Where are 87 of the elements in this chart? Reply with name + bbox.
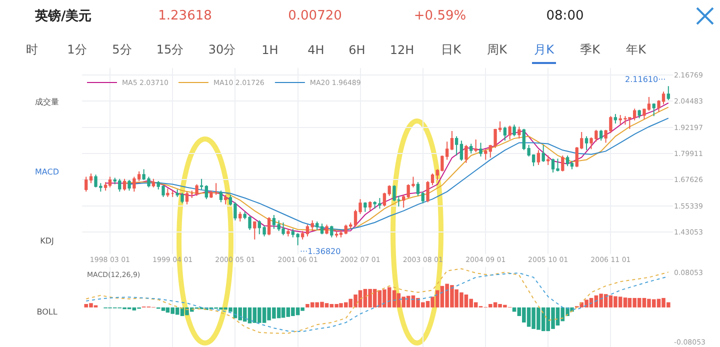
text: 年K	[626, 42, 646, 58]
text: 6H	[348, 43, 366, 57]
annotation: ···1.36820	[300, 247, 341, 256]
candlestick	[286, 228, 290, 237]
candlestick	[310, 220, 314, 232]
candlestick	[368, 200, 372, 212]
candlestick	[210, 190, 213, 199]
candlestick	[253, 220, 256, 240]
candlestick	[190, 190, 194, 199]
candlestick	[416, 182, 420, 196]
text: 季K	[580, 42, 600, 58]
candlestick	[566, 154, 570, 167]
candlestick	[382, 192, 386, 208]
chart-title: 英镑/美元	[35, 8, 92, 25]
text: 时	[26, 42, 38, 58]
text: 月K	[534, 42, 554, 58]
text: 0.00720	[288, 8, 342, 24]
candlestick	[152, 178, 156, 188]
candlestick	[402, 194, 406, 208]
candlestick	[518, 126, 521, 139]
text: 日K	[441, 42, 461, 58]
candlestick	[320, 223, 324, 235]
candlestick	[508, 125, 512, 140]
candlestick	[614, 113, 618, 124]
candlestick	[84, 176, 88, 192]
candlestick	[421, 191, 424, 204]
candlestick	[166, 188, 170, 198]
candlestick	[561, 154, 564, 172]
candlestick	[316, 220, 319, 230]
candlestick	[460, 140, 464, 162]
text: 15分	[156, 42, 184, 58]
text: 周K	[487, 42, 507, 58]
candlestick	[512, 124, 516, 137]
candlestick	[339, 229, 343, 238]
candlestick	[300, 230, 304, 240]
candlestick	[454, 136, 458, 156]
candlestick	[503, 126, 507, 142]
candlestick	[282, 222, 285, 236]
text: 5分	[112, 42, 132, 58]
text: BOLL	[36, 308, 58, 316]
candlestick	[542, 144, 545, 162]
candlestick	[224, 194, 228, 205]
text: 1.23618	[158, 8, 212, 24]
candlestick	[484, 148, 488, 160]
candlestick	[330, 225, 334, 238]
candlestick	[200, 178, 204, 190]
text: 成交量	[35, 96, 59, 108]
candlestick	[272, 214, 276, 230]
text: +0.59%	[414, 8, 466, 24]
candlestick	[470, 143, 473, 154]
annotation: 2.11610···	[625, 75, 666, 84]
candlestick	[89, 173, 93, 184]
text: 08:00	[546, 8, 584, 24]
candlestick	[450, 130, 454, 151]
candlestick	[267, 216, 271, 236]
candlestick	[325, 224, 328, 235]
candlestick	[464, 144, 468, 164]
text: 1分	[67, 42, 87, 58]
text: KDJ	[40, 236, 54, 246]
candlestick	[204, 184, 208, 200]
candlestick	[128, 179, 131, 192]
candlestick	[171, 190, 174, 198]
candlestick	[584, 136, 588, 151]
text: 4H	[308, 43, 324, 57]
candlestick	[185, 191, 189, 205]
candlestick	[364, 202, 367, 212]
candlestick	[238, 211, 242, 222]
candlestick	[652, 102, 656, 117]
candlestick	[638, 109, 641, 119]
text: MACD	[35, 168, 59, 176]
text: 1H	[262, 43, 278, 57]
candlestick	[334, 230, 338, 238]
candlestick	[546, 154, 550, 166]
candlestick	[666, 86, 670, 101]
candlestick	[599, 129, 603, 142]
candlestick	[388, 184, 391, 196]
candlestick	[214, 182, 218, 196]
candlestick	[195, 184, 198, 196]
candlestick	[536, 150, 540, 166]
candlestick	[479, 142, 482, 158]
candlestick	[306, 224, 310, 237]
candlestick	[122, 178, 126, 192]
candlestick	[474, 139, 478, 153]
text: 12H	[390, 43, 414, 57]
candlestick	[219, 190, 223, 203]
text: 30分	[208, 42, 236, 58]
candlestick	[108, 176, 112, 188]
